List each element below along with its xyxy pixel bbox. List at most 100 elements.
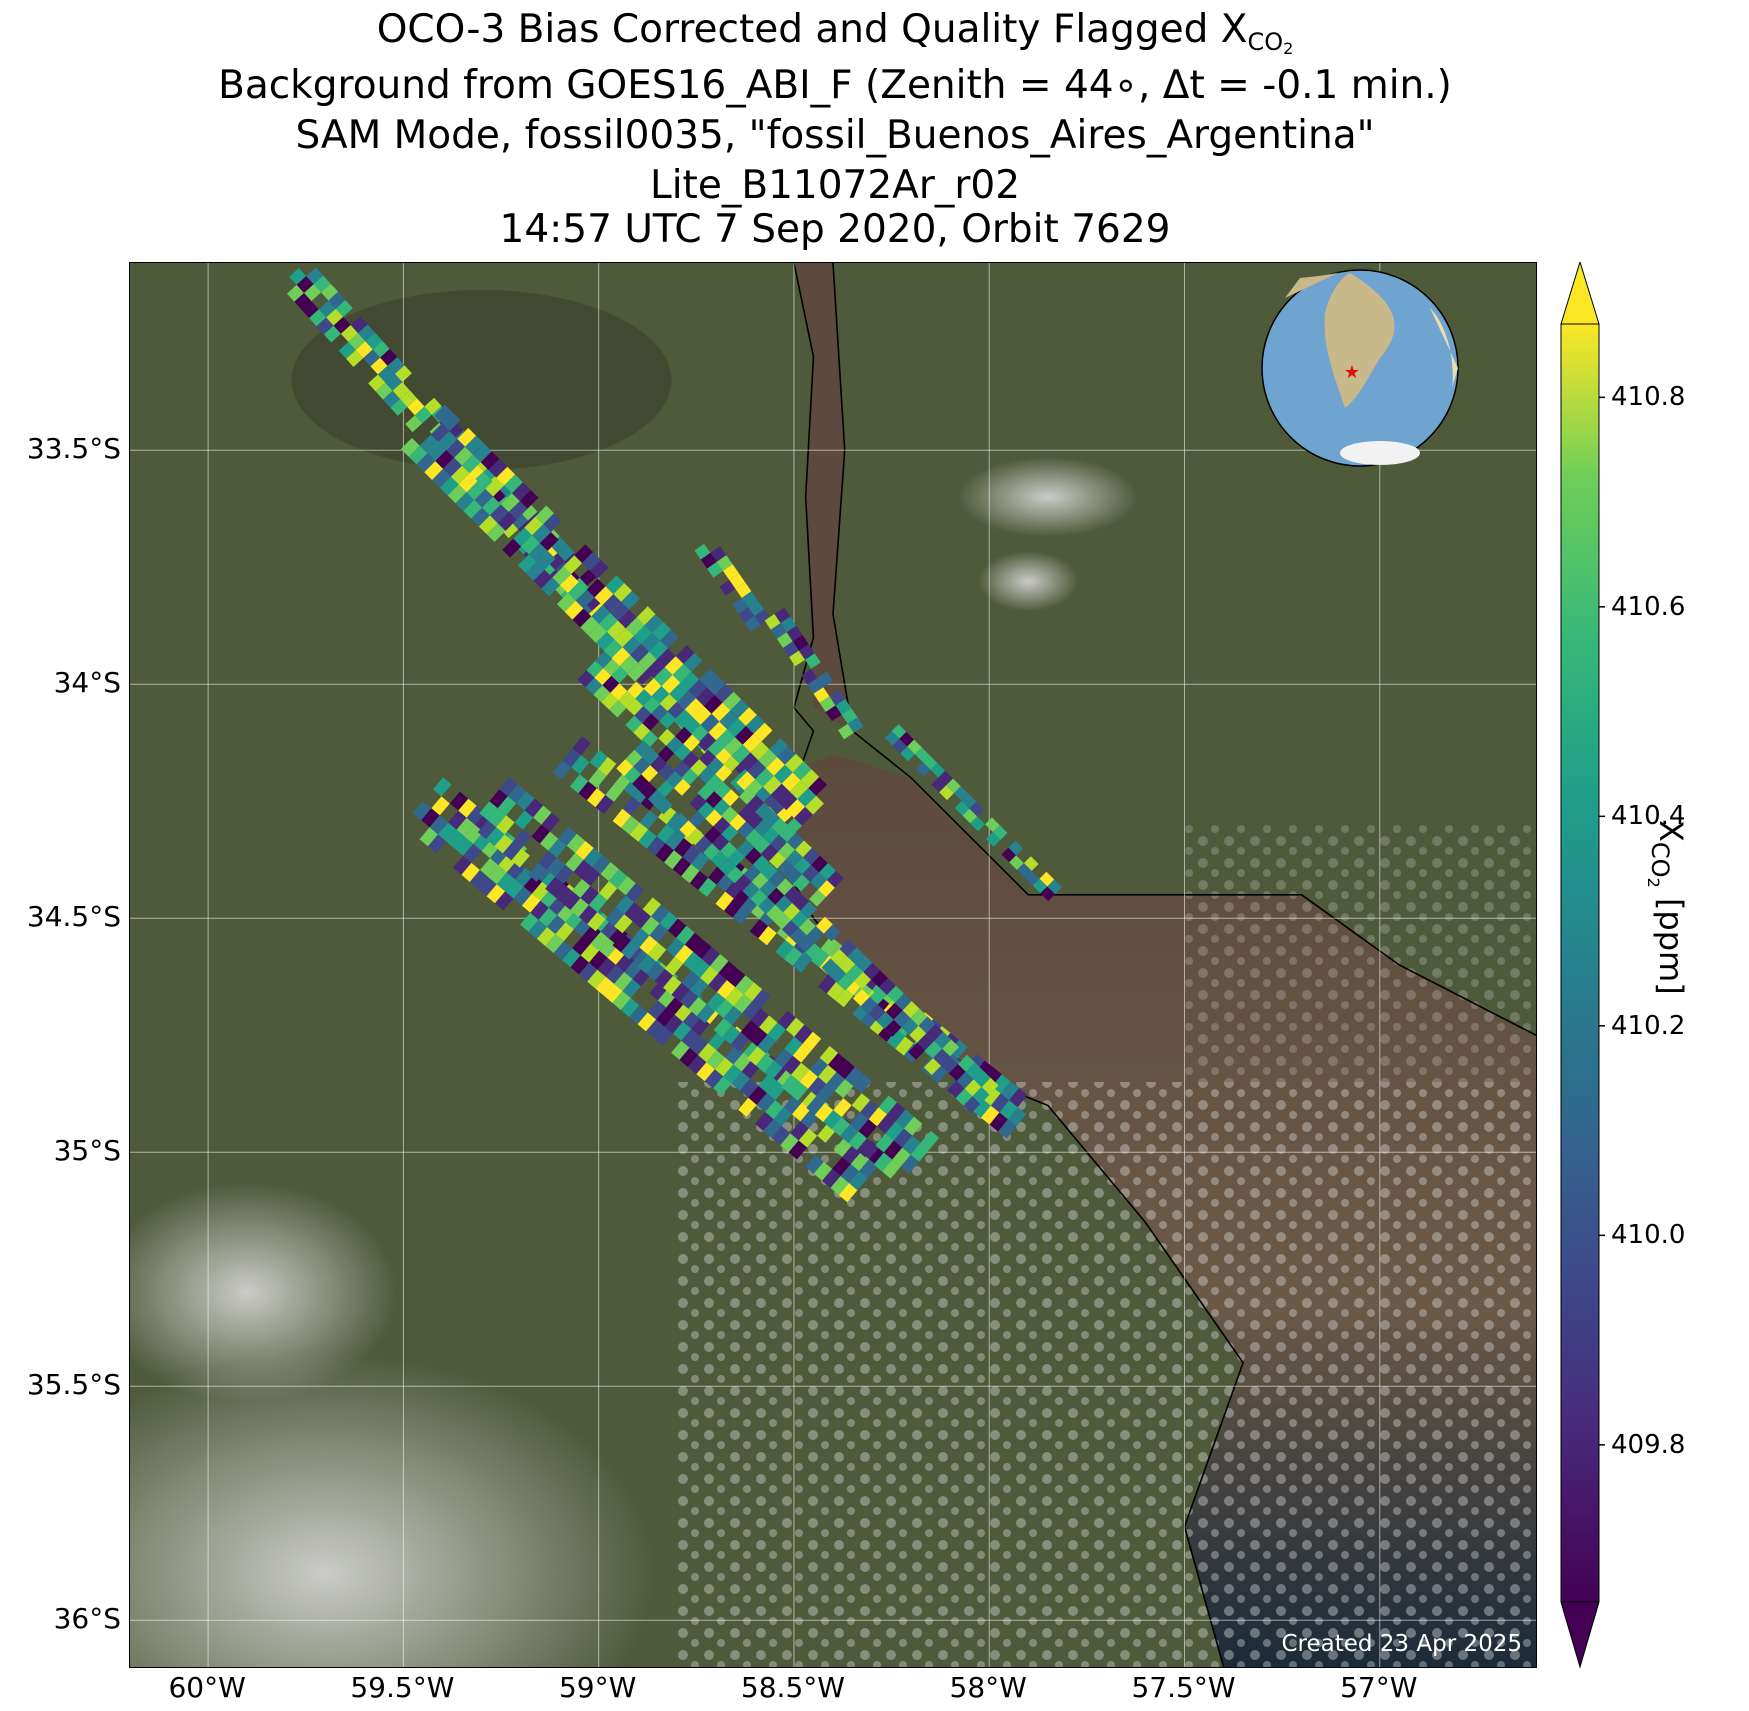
xco2-sounding xyxy=(488,458,508,478)
xco2-sounding xyxy=(541,577,561,597)
xco2-sounding xyxy=(788,1140,808,1160)
xco2-sounding xyxy=(762,827,779,845)
xco2-sounding xyxy=(829,966,847,984)
xco2-sounding xyxy=(768,870,786,888)
xco2-sounding xyxy=(844,1067,864,1087)
xco2-sounding xyxy=(672,857,691,877)
antarctica-shape xyxy=(1340,441,1420,465)
xco2-sounding xyxy=(696,1004,716,1024)
xco2-sounding xyxy=(755,1112,774,1131)
xco2-sounding xyxy=(611,666,629,684)
xco2-sounding xyxy=(586,660,604,678)
xco2-sounding xyxy=(671,982,690,1002)
xco2-sounding xyxy=(837,973,855,991)
xco2-sounding xyxy=(446,439,466,458)
xco2-sounding xyxy=(516,791,535,811)
xco2-sounding xyxy=(601,692,619,710)
xco2-sounding xyxy=(580,886,599,906)
xco2-sounding xyxy=(346,350,364,367)
xco2-sounding xyxy=(594,668,612,686)
xco2-sounding xyxy=(572,936,591,956)
xco2-sounding xyxy=(851,1093,871,1113)
xco2-sounding xyxy=(915,762,931,777)
stratus-cloud-southwest xyxy=(130,1353,656,1667)
xco2-sounding xyxy=(599,613,618,632)
xco2-sounding xyxy=(642,748,660,766)
xco2-sounding xyxy=(767,1022,786,1042)
xco2-sounding xyxy=(724,898,743,918)
lon-tick-label: 57°W xyxy=(1340,1671,1418,1704)
xco2-sounding xyxy=(407,398,425,416)
xco2-sounding xyxy=(674,944,694,964)
xco2-sounding xyxy=(624,902,643,922)
xco2-sounding xyxy=(629,1005,648,1025)
xco2-sounding xyxy=(893,1010,911,1028)
xco2-sounding xyxy=(731,1071,751,1091)
xco2-sounding xyxy=(629,822,649,842)
xco2-sounding xyxy=(849,1171,868,1191)
xco2-sounding xyxy=(656,824,676,844)
xco2-sounding xyxy=(899,731,914,747)
xco2-sounding xyxy=(443,457,462,477)
xco2-sounding xyxy=(664,956,684,976)
xco2-sounding xyxy=(784,1036,803,1056)
map-panel[interactable]: ★ Created 23 Apr 2025 xyxy=(129,262,1537,1668)
xco2-sounding xyxy=(550,536,568,554)
xco2-sounding xyxy=(732,598,749,614)
xco2-sounding xyxy=(605,782,624,802)
xco2-sounding xyxy=(733,994,753,1014)
xco2-sounding xyxy=(358,324,375,342)
xco2-sounding xyxy=(792,1102,811,1122)
xco2-sounding xyxy=(707,561,723,578)
xco2-sounding xyxy=(633,757,651,775)
xco2-sounding xyxy=(761,844,779,862)
xco2-sounding xyxy=(682,751,700,769)
xco2-sounding xyxy=(689,794,707,812)
xco2-sounding xyxy=(655,797,673,815)
xco2-sounding xyxy=(679,820,697,838)
xco2-sounding xyxy=(716,555,733,571)
xco2-sounding xyxy=(567,581,587,601)
lon-tick-label: 59°W xyxy=(558,1671,637,1704)
xco2-sounding xyxy=(933,1048,950,1066)
xco2-sounding xyxy=(625,715,643,733)
xco2-sounding xyxy=(296,276,314,293)
xco2-sounding xyxy=(595,631,615,651)
xco2-sounding xyxy=(392,382,410,399)
xco2-sounding xyxy=(747,760,767,780)
xco2-sounding xyxy=(838,723,854,740)
xco2-sounding xyxy=(603,639,623,659)
xco2-sounding xyxy=(424,461,444,480)
xco2-sounding xyxy=(752,989,771,1009)
xco2-sounding xyxy=(850,1112,869,1132)
xco2-sounding xyxy=(729,573,746,589)
xco2-sounding xyxy=(1024,870,1040,886)
xco2-sounding xyxy=(818,880,835,898)
xco2-sounding xyxy=(502,538,522,558)
xco2-sounding xyxy=(972,1087,990,1105)
xco2-sounding xyxy=(507,784,527,804)
xco2-sounding xyxy=(627,662,646,682)
xco2-sounding xyxy=(696,1062,715,1082)
xco2-sounding xyxy=(770,623,787,639)
xco2-sounding xyxy=(304,284,321,302)
xco2-sounding xyxy=(794,857,811,875)
xco2-sounding xyxy=(461,862,480,882)
xco2-sounding xyxy=(727,849,745,867)
xco2-sounding xyxy=(637,1012,657,1032)
xco2-sounding xyxy=(722,1025,741,1045)
xco2-sounding xyxy=(326,308,344,326)
xco2-sounding xyxy=(908,1042,926,1060)
xco2-sounding xyxy=(1009,855,1024,870)
xco2-sounding xyxy=(752,855,770,873)
xco2-sounding xyxy=(624,960,643,980)
xco2-sounding xyxy=(802,865,819,882)
xco2-sounding xyxy=(947,1081,965,1099)
xco2-sounding xyxy=(608,869,628,889)
xco2-sounding xyxy=(863,962,881,980)
xco2-sounding xyxy=(884,1019,902,1037)
xco2-sounding xyxy=(777,859,794,877)
xco2-sounding xyxy=(427,442,447,462)
xco2-sounding xyxy=(588,893,608,913)
xco2-sounding xyxy=(803,848,820,865)
